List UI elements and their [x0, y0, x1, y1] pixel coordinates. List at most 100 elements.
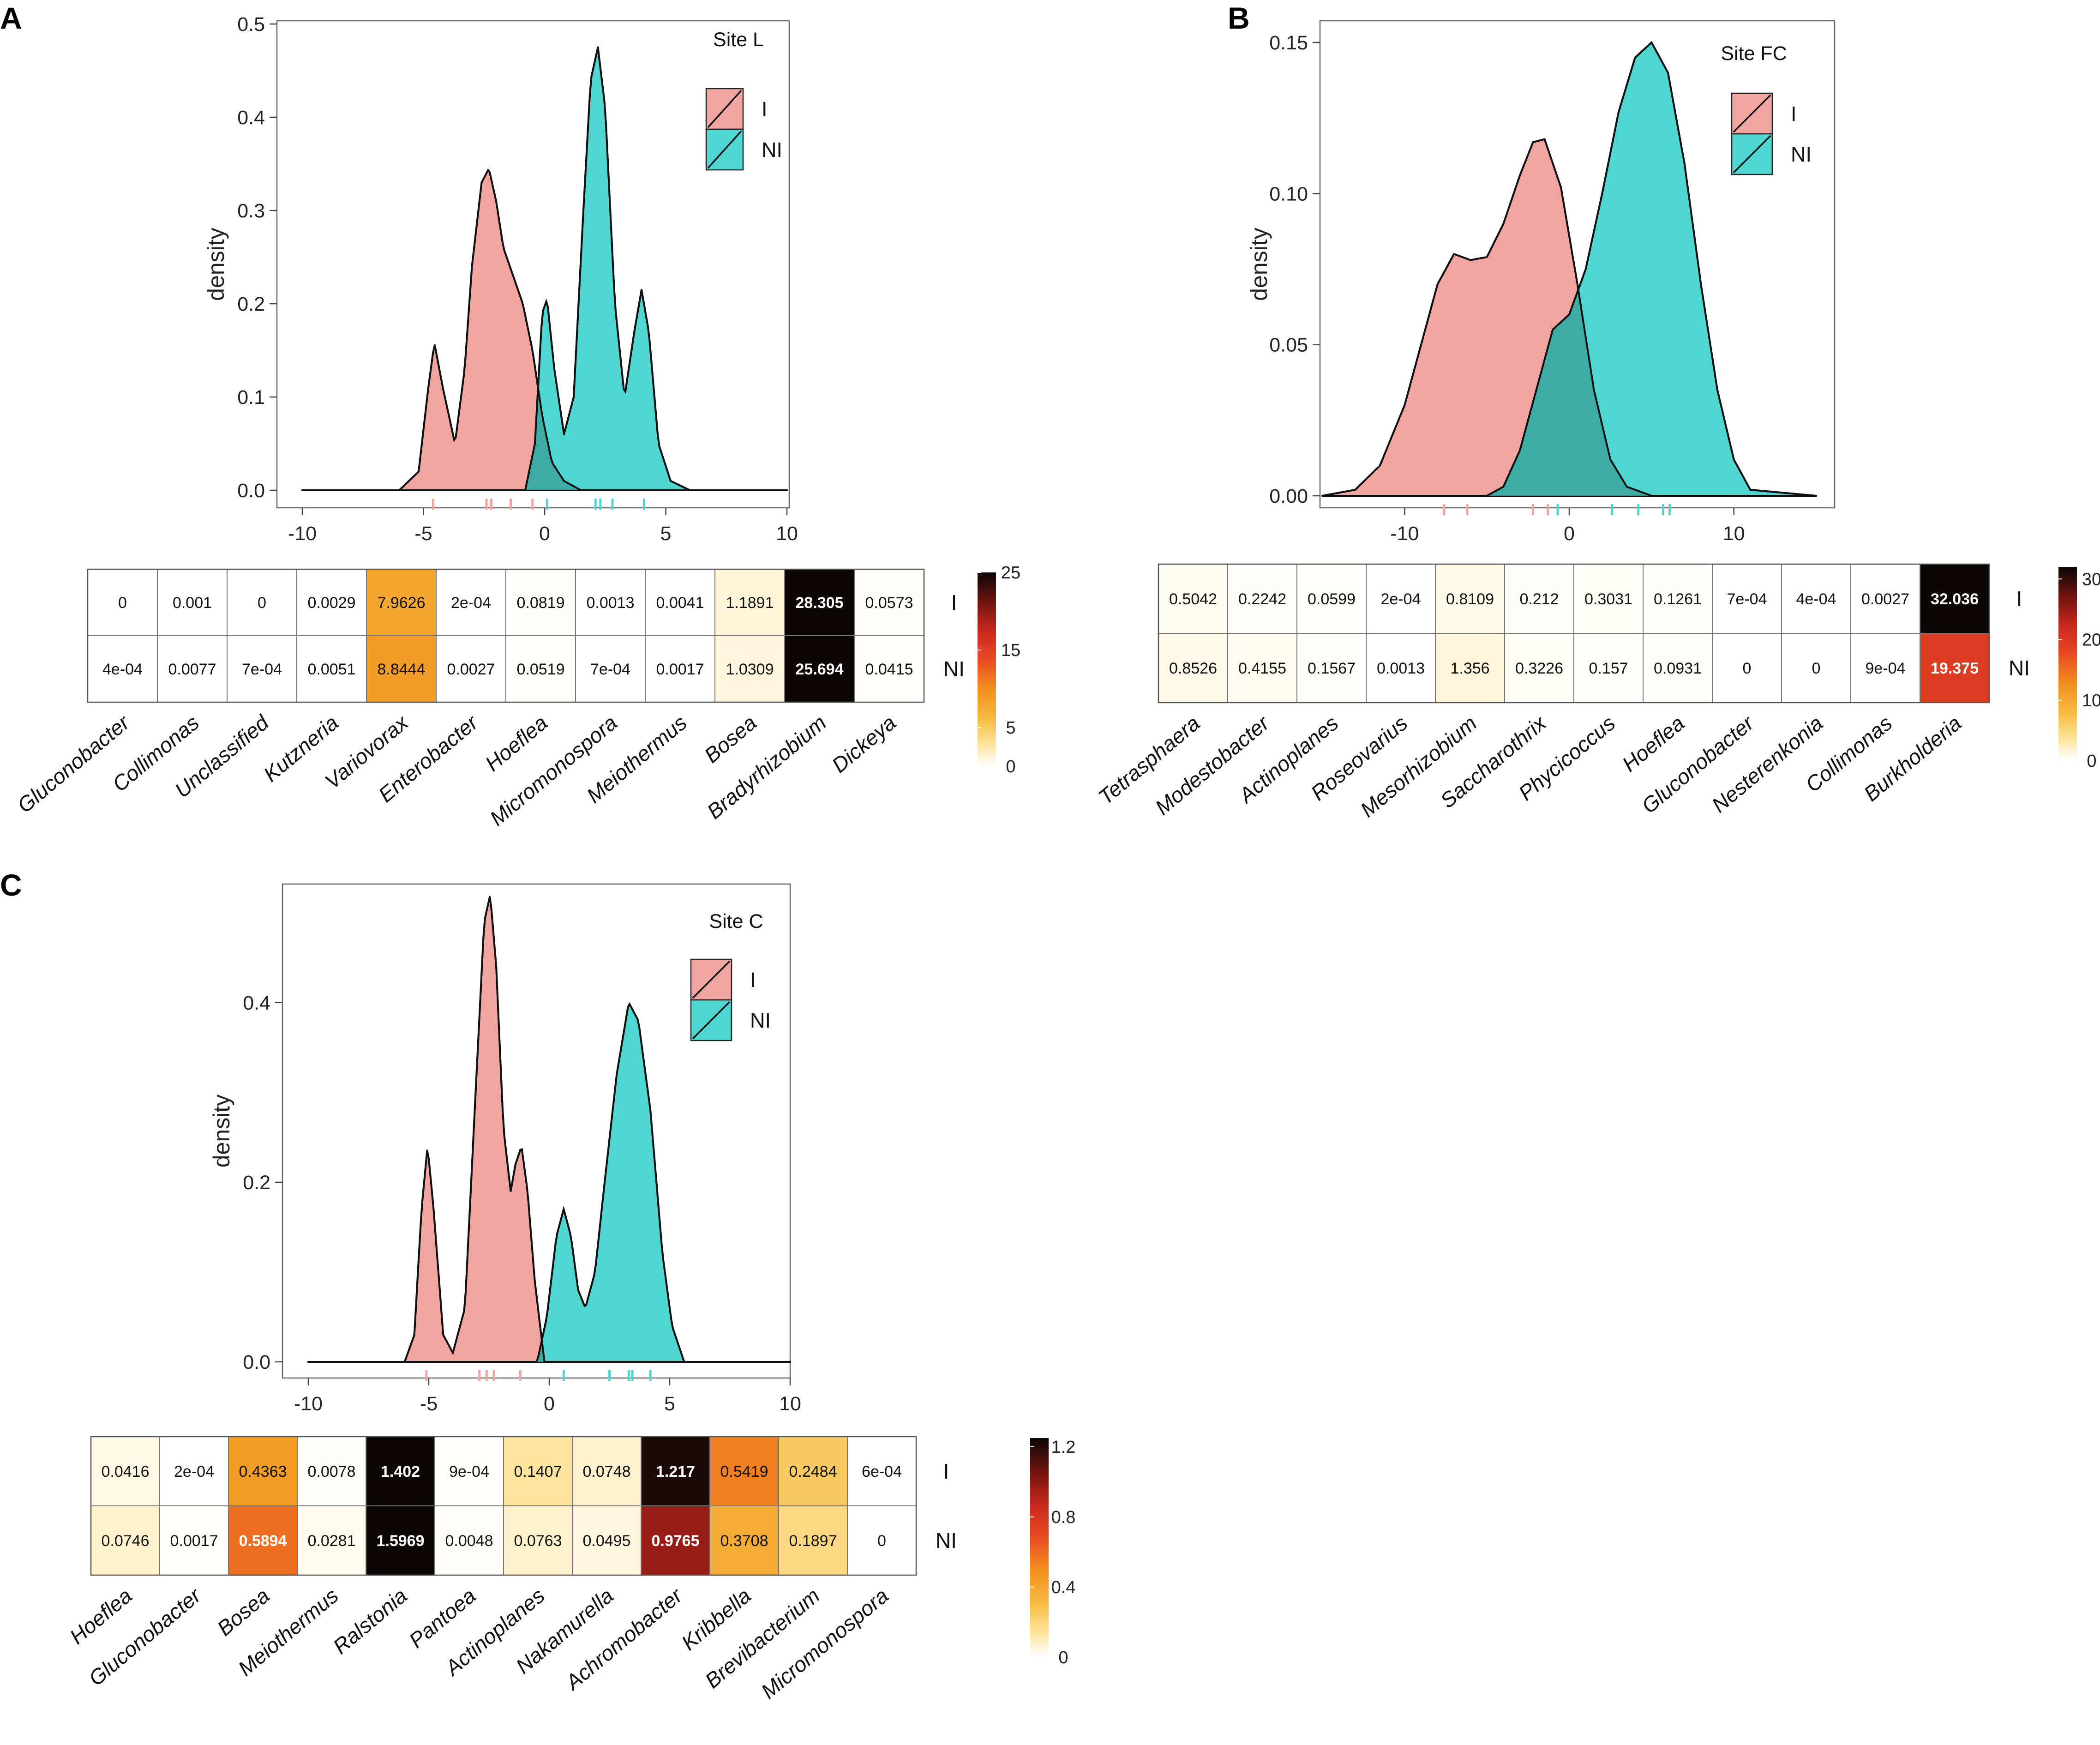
legend-label-ni: NI	[762, 138, 782, 162]
heatmap-row-label: NI	[936, 1528, 957, 1552]
y-tick-label: 0.2	[243, 1172, 270, 1194]
heatmap-cell-value: 32.036	[1931, 590, 1979, 608]
heatmap-cell	[228, 1505, 298, 1576]
heatmap-cell-value: 0.2242	[1238, 590, 1286, 608]
heatmap-cell	[296, 569, 367, 636]
heatmap-cell-value: 0	[1743, 660, 1752, 677]
density-overlap	[302, 388, 787, 490]
heatmap-genus-label: Bosea	[700, 710, 761, 768]
heatmap-cell-value: 0.0013	[1377, 660, 1425, 677]
x-tick-label: 0	[1564, 523, 1575, 545]
heatmap-cell	[227, 635, 297, 703]
heatmap-cell	[575, 635, 646, 703]
heatmap-cell-value: 0.5042	[1169, 590, 1217, 608]
legend-label-i: I	[1791, 102, 1797, 126]
heatmap-row-label: NI	[2009, 656, 2030, 680]
y-tick-label: 0.4	[243, 992, 270, 1014]
x-tick-label: 10	[779, 1393, 801, 1415]
y-tick-label: 0.1	[237, 386, 265, 409]
heatmap-row-label: NI	[943, 657, 965, 681]
heatmap-cell-value: 2e-04	[1381, 590, 1421, 608]
heatmap-cell	[366, 569, 437, 636]
density-line-ni	[302, 47, 787, 491]
colorbar-tick-label: 5	[1006, 718, 1015, 738]
heatmap-cell-value: 0.0041	[656, 594, 704, 612]
y-tick-label: 0.3	[237, 200, 265, 222]
heatmap-cell-value: 6e-04	[862, 1463, 902, 1480]
heatmap-cell-value: 28.305	[796, 594, 844, 612]
heatmap-cell-value: 1.356	[1450, 660, 1489, 677]
y-tick-label: 0.15	[1269, 32, 1308, 54]
colorbar-tick-label: 15	[1001, 641, 1020, 660]
heatmap-cell-value: 0.157	[1589, 660, 1628, 677]
heatmap-cell	[1158, 564, 1228, 634]
heatmap-cell	[1366, 633, 1436, 703]
heatmap-cell	[1850, 564, 1920, 634]
heatmap-cell-value: 0.0519	[517, 661, 565, 678]
colorbar	[2058, 567, 2077, 761]
heatmap-cell	[645, 569, 715, 636]
heatmap-cell	[366, 1505, 435, 1576]
heatmap-cell-value: 0.0416	[102, 1463, 150, 1480]
heatmap-cell	[714, 635, 785, 703]
heatmap-cell-value: 9e-04	[1866, 660, 1906, 677]
heatmap-cell	[90, 1436, 160, 1506]
heatmap-cell-value: 0.1897	[789, 1532, 837, 1550]
heatmap-cell-value: 4e-04	[102, 661, 143, 678]
heatmap-cell-value: 1.217	[656, 1463, 695, 1480]
legend-label-i: I	[762, 97, 768, 121]
heatmap-cell-value: 0.0746	[102, 1532, 150, 1550]
heatmap-cell-value: 0.8526	[1169, 660, 1217, 677]
heatmap-genus-label: Mesorhizobium	[1356, 711, 1481, 822]
panel-c: C -10 -5 0 5 10 0.0 0.2 0.4 density Site C I NI 0.041…	[0, 868, 1075, 1703]
legend-swatch-diagonal	[707, 130, 742, 169]
heatmap-cell-value: 0.5894	[239, 1532, 287, 1550]
site-title: Site L	[713, 29, 764, 51]
colorbar-tick-label: 0.4	[1051, 1578, 1076, 1597]
heatmap-cell-value: 0.0013	[587, 594, 635, 612]
heatmap-genus-label: Ralstonia	[328, 1583, 411, 1659]
heatmap-cell-value: 0.4155	[1238, 660, 1286, 677]
heatmap-cell-value: 0.0819	[517, 594, 565, 612]
heatmap-cell	[436, 569, 506, 636]
heatmap-cell	[1573, 564, 1644, 634]
y-axis-title: density	[209, 1095, 234, 1167]
heatmap-cell	[572, 1505, 642, 1576]
heatmap-genus-label: Achromobacter	[560, 1583, 687, 1695]
heatmap-cell-value: 0.0017	[170, 1532, 218, 1550]
y-axis-title: density	[203, 228, 229, 301]
density-line-ni	[308, 1002, 790, 1363]
legend-swatch-diagonal	[692, 1001, 731, 1040]
heatmap-cell-value: 0	[877, 1532, 886, 1550]
legend-label-ni: NI	[750, 1009, 771, 1032]
heatmap-cell	[1920, 564, 1990, 634]
heatmap-genus-label: Micromonospora	[756, 1583, 893, 1703]
heatmap-cell-value: 0.0415	[865, 661, 913, 678]
heatmap-cell-value: 7.9626	[378, 594, 426, 612]
legend-label-i: I	[750, 968, 756, 992]
heatmap-cell-value: 7e-04	[590, 661, 630, 678]
heatmap-cell	[1296, 564, 1367, 634]
heatmap-genus-label: Bosea	[212, 1583, 274, 1641]
legend-swatch-diagonal	[692, 960, 731, 999]
y-tick-label: 0.2	[237, 293, 265, 315]
heatmap-cell-value: 4e-04	[1796, 590, 1836, 608]
y-tick-label: 0.00	[1269, 485, 1308, 507]
heatmap-cell-value: 0.0029	[308, 594, 356, 612]
panel-a: A -10 -5 0 5 10 0.0 0.1 0.2 0.3 0.4 0.5 density Site …	[0, 1, 1020, 830]
heatmap-cell-value: 0.5419	[720, 1463, 768, 1480]
heatmap-genus-label: Modestobacter	[1151, 710, 1274, 820]
heatmap-cell-value: 0.0495	[583, 1532, 631, 1550]
x-tick-label: -5	[414, 523, 432, 545]
heatmap-row-label: I	[2016, 587, 2022, 611]
colorbar-tick-label: 10	[2082, 691, 2100, 710]
heatmap-cell-value: 0.0573	[865, 594, 913, 612]
heatmap-genus-label: Brevibacterium	[700, 1583, 824, 1693]
heatmap-cell	[847, 1505, 917, 1576]
heatmap-cell	[157, 569, 228, 636]
x-tick-label: 5	[660, 523, 672, 545]
heatmap-cell-value: 7e-04	[1727, 590, 1767, 608]
heatmap-cell-value: 0.1261	[1654, 590, 1702, 608]
heatmap-frame	[87, 568, 925, 703]
heatmap-cell	[296, 635, 367, 703]
